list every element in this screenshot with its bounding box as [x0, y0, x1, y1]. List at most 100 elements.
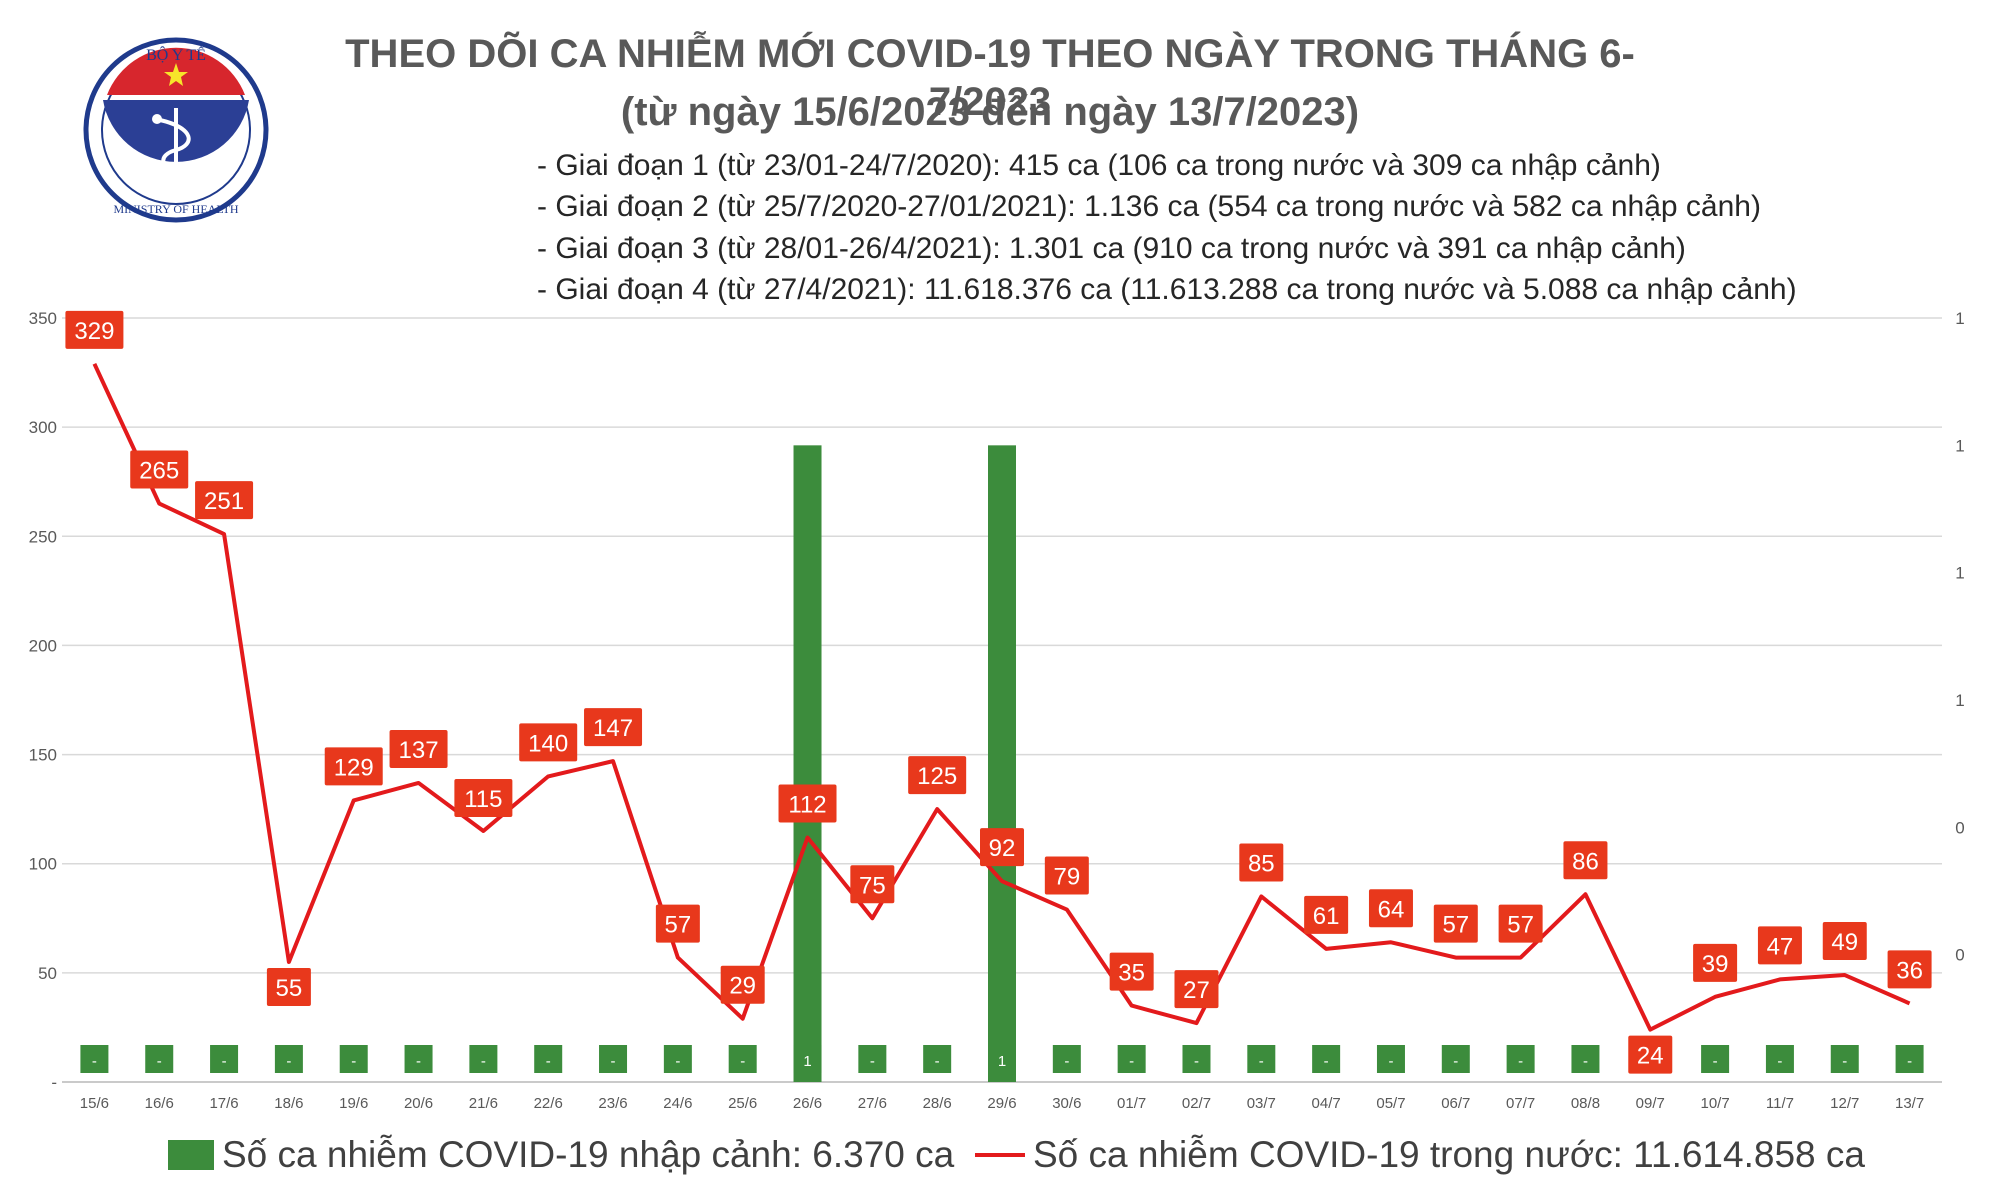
y-axis-left-tick-label: 50 [38, 964, 57, 983]
line-data-label-box [584, 708, 643, 747]
line-data-label: 129 [334, 754, 374, 781]
x-axis-tick-label: 03/7 [1247, 1095, 1276, 1112]
line-data-label: 36 [1896, 957, 1923, 984]
phase-1-text: - Giai đoạn 1 (từ 23/01-24/7/2020): 415 … [537, 149, 1661, 182]
line-data-label: 112 [788, 792, 826, 819]
line-data-label: 92 [989, 835, 1016, 862]
bar-data-label-box [1571, 1045, 1600, 1073]
bar-data-label: - [1518, 1053, 1523, 1070]
line-data-label-box [1433, 904, 1478, 943]
x-axis-tick-label: 26/6 [793, 1095, 822, 1112]
line-data-label: 47 [1767, 933, 1794, 960]
x-axis-tick-label: 05/7 [1376, 1095, 1405, 1112]
x-axis-tick-label: 29/6 [987, 1095, 1016, 1112]
line-data-label: 137 [399, 737, 439, 764]
line-data-label-box [1368, 889, 1413, 928]
x-axis-tick-label: 09/7 [1636, 1095, 1665, 1112]
line-data-label: 251 [204, 488, 244, 515]
bar-data-label-box [923, 1045, 952, 1073]
line-data-label: 86 [1572, 848, 1599, 875]
bar-data-label-box [274, 1045, 303, 1073]
line-data-label-box [655, 904, 700, 943]
line-data-label: 49 [1831, 929, 1858, 956]
logo-star-icon [164, 63, 188, 86]
bar-imported [793, 445, 822, 1082]
bar-data-label: - [1129, 1053, 1134, 1070]
y-axis-right-tick-label: 1 [1955, 436, 1964, 455]
y-axis-left-tick-label: 300 [29, 418, 57, 437]
y-axis-right-tick-label: 1 [1955, 309, 1964, 328]
logo-serpent-icon [159, 118, 193, 180]
x-axis-tick-label: 19/6 [339, 1095, 368, 1112]
bar-data-label: - [740, 1053, 745, 1070]
y-axis-left-tick-label: 350 [29, 309, 57, 328]
line-data-label: 75 [859, 872, 886, 899]
bar-data-label: - [1713, 1053, 1718, 1070]
bar-data-label: 1 [998, 1053, 1006, 1070]
line-data-label-box [1628, 1035, 1673, 1074]
x-axis-tick-label: 25/6 [728, 1095, 757, 1112]
bar-data-label-box [1247, 1045, 1276, 1073]
bar-data-label: - [935, 1053, 940, 1070]
bar-data-label-box [469, 1045, 498, 1073]
x-axis-tick-label: 28/6 [923, 1095, 952, 1112]
legend-domestic-line [975, 1153, 1025, 1157]
logo-bottom-text: MINISTRY OF HEALTH [113, 202, 238, 216]
line-data-label-box [1498, 904, 1543, 943]
line-data-label-box [1174, 970, 1219, 1009]
x-axis-tick-label: 24/6 [663, 1095, 692, 1112]
line-data-label: 265 [139, 458, 179, 485]
line-data-label-box [1757, 926, 1802, 965]
line-data-label: 57 [1442, 912, 1469, 939]
line-data-label: 147 [593, 715, 633, 742]
bar-data-label-box [80, 1045, 109, 1073]
line-data-label: 125 [917, 763, 957, 790]
bar-data-label-box [858, 1045, 887, 1073]
line-data-label: 79 [1053, 864, 1080, 891]
y-axis-left-tick-label: 200 [29, 636, 57, 655]
line-data-label-box [195, 481, 254, 520]
line-data-label-box [1239, 843, 1284, 882]
line-data-label: 27 [1183, 977, 1210, 1004]
line-data-label-box [980, 828, 1024, 867]
y-axis-left-tick-label: 150 [29, 746, 57, 765]
line-data-label-box [1109, 952, 1154, 991]
bar-data-label: - [1388, 1053, 1393, 1070]
line-data-label: 115 [464, 786, 502, 813]
bar-data-label: - [157, 1053, 162, 1070]
line-data-label-box [65, 310, 124, 349]
bar-data-label-box [663, 1045, 692, 1073]
line-data-label-box [324, 747, 383, 786]
line-data-label: 57 [665, 912, 692, 939]
line-data-label-box [1563, 841, 1608, 880]
x-axis-tick-label: 20/6 [404, 1095, 433, 1112]
x-axis-tick-label: 11/7 [1766, 1095, 1794, 1112]
bar-data-label-box [1182, 1045, 1211, 1073]
y-axis-right-tick-label: 0 [1955, 818, 1964, 837]
line-data-label: 24 [1637, 1043, 1664, 1070]
bar-data-label-box [988, 1045, 1016, 1073]
ministry-of-health-logo: BỘ Y TẾ MINISTRY OF HEALTH [83, 37, 269, 223]
bar-data-label: - [286, 1053, 291, 1070]
legend-imported-swatch [168, 1140, 214, 1170]
bar-data-label: - [546, 1053, 551, 1070]
line-data-label-box [266, 967, 311, 1006]
y-axis-left-tick-label: 250 [29, 527, 57, 546]
bar-data-label-box [404, 1045, 433, 1073]
bar-imported [988, 445, 1016, 1082]
line-data-label-box [1304, 895, 1349, 934]
y-axis-left-tick-label: 100 [29, 855, 57, 874]
bar-data-label: 1 [803, 1053, 811, 1070]
phase-2-text: - Giai đoạn 2 (từ 25/7/2020-27/01/2021):… [537, 190, 1761, 223]
logo-top-text: BỘ Y TẾ [146, 45, 206, 64]
legend-imported: Số ca nhiễm COVID-19 nhập cảnh: 6.370 ca [168, 1134, 954, 1176]
bar-data-label: - [1064, 1053, 1069, 1070]
x-axis-tick-label: 27/6 [858, 1095, 887, 1112]
x-axis-tick-label: 10/7 [1701, 1095, 1730, 1112]
x-axis-tick-label: 12/7 [1830, 1095, 1859, 1112]
legend-domestic: Số ca nhiễm COVID-19 trong nước: 11.614.… [975, 1134, 1865, 1176]
bar-data-label-box [599, 1045, 628, 1073]
x-axis-tick-label: 23/6 [598, 1095, 627, 1112]
line-data-label-box [720, 965, 765, 1004]
